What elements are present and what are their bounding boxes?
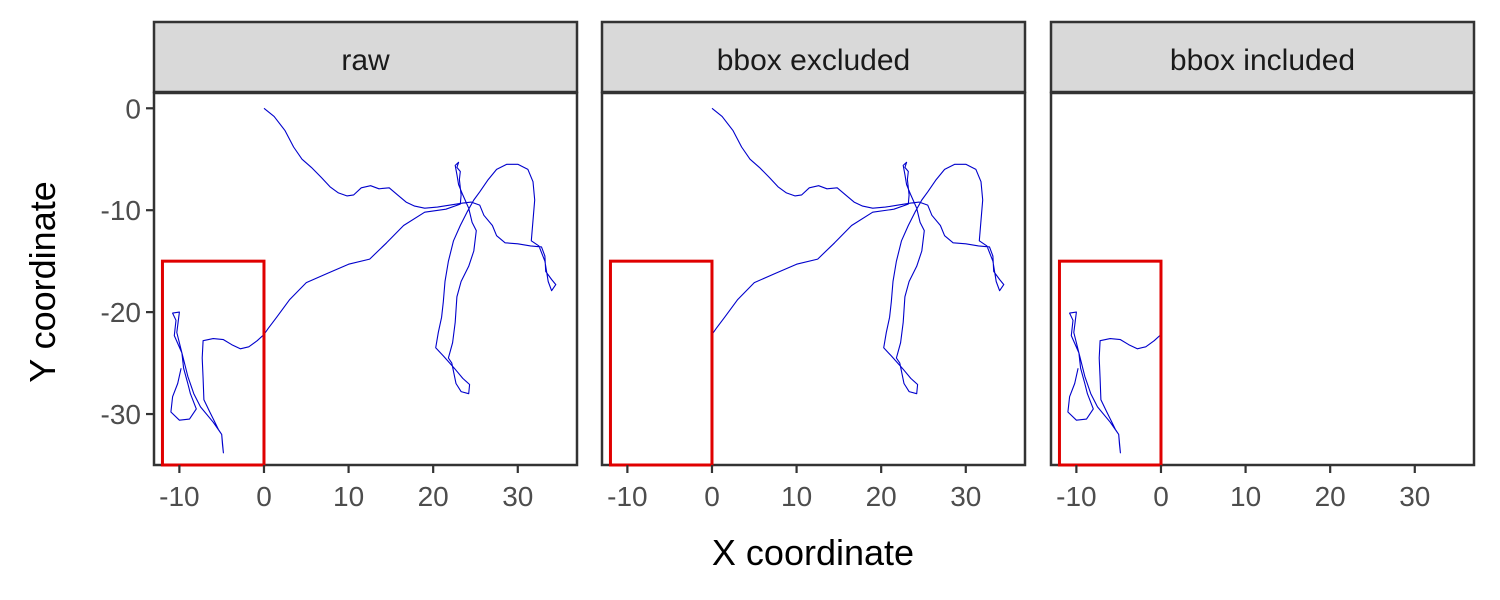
bbox-rectangle (608, 259, 714, 467)
x-tick-label: 20 (1315, 481, 1346, 512)
y-tick-label: -10 (101, 195, 141, 226)
strip-background (152, 20, 579, 94)
x-tick-label: 0 (256, 481, 272, 512)
plot-frame (152, 91, 579, 467)
plot-frame (600, 91, 1027, 467)
y-tick-label: -30 (101, 399, 141, 430)
track-inside-bbox (170, 311, 265, 454)
track-outside-bbox (263, 107, 557, 395)
bbox-rectangle (1057, 259, 1163, 467)
plot-frame (1049, 91, 1476, 467)
bbox-rectangle (160, 259, 266, 467)
y-axis: 0 -10 -20 -30 (101, 93, 154, 430)
x-tick-label: -10 (1056, 481, 1096, 512)
track-outside-bbox (711, 107, 1005, 395)
strip-label: bbox included (1170, 44, 1355, 77)
x-tick-label: 10 (333, 481, 364, 512)
x-tick-label: 20 (866, 481, 897, 512)
x-axis-title: X coordinate (712, 532, 914, 573)
strip-background (1049, 20, 1476, 94)
panel-2: bbox included -10 0 10 20 30 (1049, 20, 1476, 512)
x-tick-label: 0 (1153, 481, 1169, 512)
y-tick-label: 0 (125, 93, 141, 124)
x-tick-label: 10 (781, 481, 812, 512)
x-tick-label: 30 (1399, 481, 1430, 512)
track-inside-bbox (1067, 311, 1162, 454)
x-tick-label: 20 (418, 481, 449, 512)
panel-0: raw -10 0 10 20 30 (152, 20, 579, 512)
y-tick-label: -20 (101, 297, 141, 328)
x-tick-label: -10 (159, 481, 199, 512)
strip-label: raw (341, 44, 390, 77)
x-tick-label: 30 (502, 481, 533, 512)
strip-label: bbox excluded (717, 44, 910, 77)
panel-1: bbox excluded -10 0 10 20 30 (600, 20, 1027, 512)
x-tick-label: 0 (704, 481, 720, 512)
strip-background (600, 20, 1027, 94)
y-axis-title: Y coordinate (22, 181, 63, 382)
x-tick-label: 10 (1230, 481, 1261, 512)
x-tick-label: -10 (607, 481, 647, 512)
x-tick-label: 30 (950, 481, 981, 512)
